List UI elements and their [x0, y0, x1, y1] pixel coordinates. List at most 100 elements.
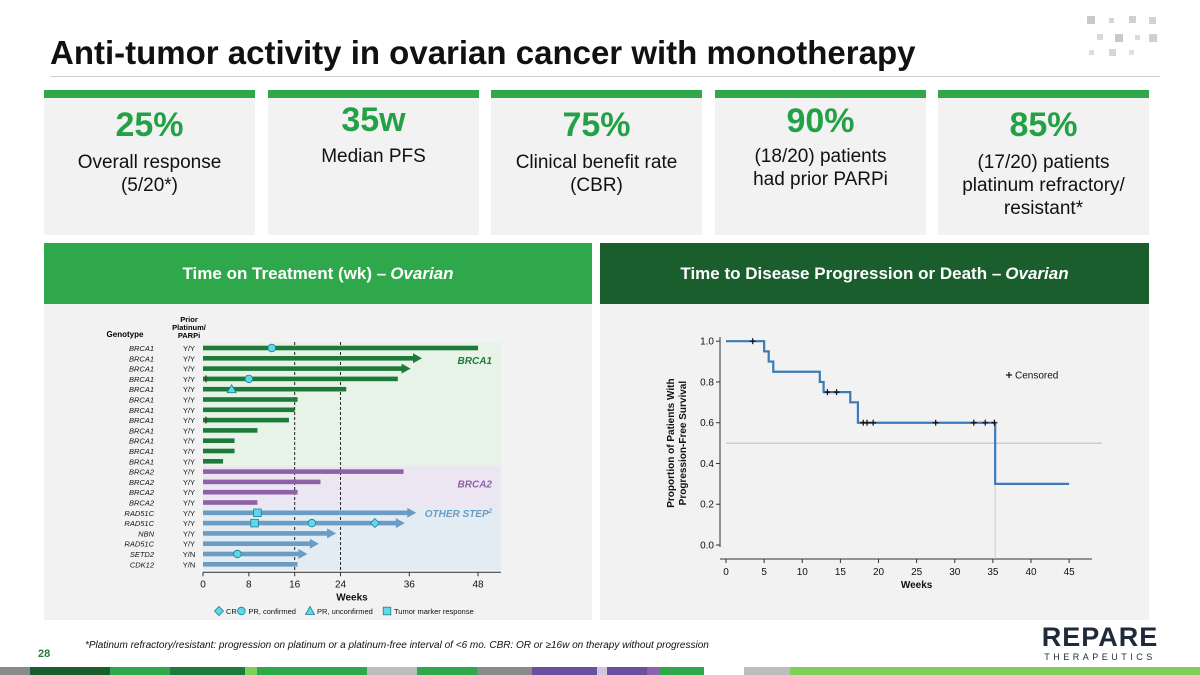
x-tick-label: 48: [472, 579, 484, 590]
patient-row: BRCA1 Y/Y: [129, 457, 224, 466]
treatment-bar: [203, 397, 298, 402]
bottom-color-strip: [0, 667, 1200, 675]
prior-label: Y/Y: [183, 468, 195, 477]
patient-row: BRCA1 Y/Y: [129, 353, 423, 364]
prior-label: Y/Y: [183, 509, 195, 518]
prior-label: Y/Y: [183, 540, 195, 549]
treatment-bar: [203, 500, 258, 505]
patient-row: NBN Y/Y: [138, 528, 337, 539]
panel-title: Time to Disease Progression or Death –: [680, 263, 1002, 283]
x-tick-label: 30: [949, 567, 961, 578]
censor-mark: [932, 419, 939, 426]
panel-title: Time on Treatment (wk) –: [182, 263, 387, 283]
x-tick-label: 20: [873, 567, 885, 578]
prior-label: Y/Y: [183, 375, 195, 384]
ongoing-arrow: [309, 538, 319, 549]
page-title: Anti-tumor activity in ovarian cancer wi…: [50, 34, 916, 71]
prior-label: Y/Y: [183, 447, 195, 456]
legend-label: Censored: [1015, 371, 1058, 382]
genotype-label: BRCA2: [129, 478, 155, 487]
genotype-label: BRCA1: [129, 437, 154, 446]
censor-mark: [824, 389, 831, 396]
x-tick-label: 8: [246, 579, 252, 590]
group-label-brca2: BRCA2: [458, 480, 493, 491]
km-panel: 0.0 0.2 0.4 0.6 0.8 1.0 0 5 10 15 20 25 30 35 40 45 Week…: [600, 304, 1149, 620]
treatment-bar: [203, 459, 224, 464]
treatment-bar: [203, 356, 416, 361]
genotype-label: BRCA1: [129, 375, 154, 384]
x-tick-label: 35: [987, 567, 999, 578]
x-tick-label: 40: [1025, 567, 1037, 578]
col-header-genotype: Genotype: [107, 330, 144, 339]
patient-row: CDK12 Y/N: [130, 560, 298, 569]
prior-label: Y/Y: [183, 354, 195, 363]
genotype-label: BRCA1: [129, 344, 154, 353]
treatment-bar: [203, 489, 298, 495]
legend-marker-pr-unconfirmed: [304, 605, 316, 615]
response-marker-tumor-marker: [253, 508, 262, 517]
genotype-label: SETD2: [130, 550, 155, 559]
stat-value: 85%: [1009, 106, 1078, 144]
company-logo: REPARE THERAPEUTICS: [1040, 622, 1160, 662]
ongoing-arrow: [407, 507, 417, 518]
ongoing-arrow: [401, 363, 411, 374]
censor-mark: [870, 419, 877, 426]
prior-label: Y/N: [183, 550, 196, 559]
patient-row: BRCA1 Y/Y: [129, 343, 479, 353]
censor-mark: [749, 338, 756, 345]
patient-row: BRCA2 Y/Y: [129, 499, 258, 508]
decorative-dots-icon: [1087, 16, 1157, 56]
ongoing-arrow: [327, 528, 337, 539]
patient-row: RAD51C Y/Y: [124, 538, 319, 549]
prior-label: Y/Y: [183, 344, 195, 353]
stat-card-prior-parpi: 90% (18/20) patients had prior PARPi: [715, 90, 926, 235]
stat-card-median-pfs: 35w Median PFS: [268, 90, 479, 235]
y-tick-label: 1.0: [700, 337, 714, 348]
response-marker-pr-confirmed: [307, 518, 317, 528]
stat-card-clinical-benefit: 75% Clinical benefit rate (CBR): [491, 90, 702, 235]
genotype-label: RAD51C: [124, 519, 154, 528]
stat-value: 75%: [562, 106, 631, 144]
panel-header-time-on-treatment: Time on Treatment (wk) – Ovarian: [44, 243, 592, 304]
censor-mark: [982, 419, 989, 426]
genotype-label: NBN: [138, 529, 154, 538]
treatment-bar: [203, 366, 404, 371]
y-tick-label: 0.0: [700, 541, 714, 552]
treatment-bar: [203, 448, 235, 454]
group-band-other: [203, 507, 501, 570]
group-band-brca1: [203, 342, 501, 467]
genotype-label: BRCA1: [129, 447, 154, 456]
prior-label: Y/Y: [183, 396, 195, 405]
patient-row: BRCA1 Y/Y: [129, 383, 347, 394]
censor-mark: [991, 419, 998, 426]
group-label-other: OTHER STEP2: [425, 509, 493, 520]
genotype-label: BRCA2: [129, 488, 155, 497]
treatment-bar: [203, 407, 295, 413]
col-header-prior: Prior Platinum/PARPi: [172, 315, 207, 340]
page-number: 28: [38, 648, 51, 660]
stat-card-platinum-refractory: 85% (17/20) patients platinum refractory…: [938, 90, 1149, 235]
treatment-bar: [203, 551, 301, 557]
y-tick-label: 0.8: [700, 377, 714, 388]
y-axis-title: Proportion of Patients WithProgression-F…: [666, 378, 689, 507]
patient-row: BRCA2 Y/Y: [129, 468, 404, 477]
response-marker-tumor-marker: [250, 518, 259, 528]
treatment-bar: [203, 510, 410, 516]
genotype-label: CDK12: [130, 560, 155, 569]
patient-row: BRCA2 Y/Y: [129, 488, 298, 497]
treatment-bar: [203, 562, 298, 567]
response-marker-pr-confirmed: [244, 374, 254, 384]
genotype-label: RAD51C: [124, 509, 154, 518]
treatment-bar: [203, 386, 347, 392]
prior-label: Y/Y: [183, 457, 195, 466]
treatment-bar: [203, 479, 321, 485]
x-tick-label: 24: [335, 579, 347, 590]
patient-row: BRCA1 Y/Y: [129, 406, 295, 415]
stat-value: 25%: [115, 106, 184, 144]
treatment-bar: [203, 428, 258, 433]
x-tick-label: 45: [1064, 567, 1076, 578]
genotype-label: BRCA1: [129, 416, 154, 425]
prior-label: Y/Y: [183, 365, 195, 374]
x-tick-label: 15: [835, 567, 847, 578]
prior-label: Y/Y: [183, 437, 195, 446]
